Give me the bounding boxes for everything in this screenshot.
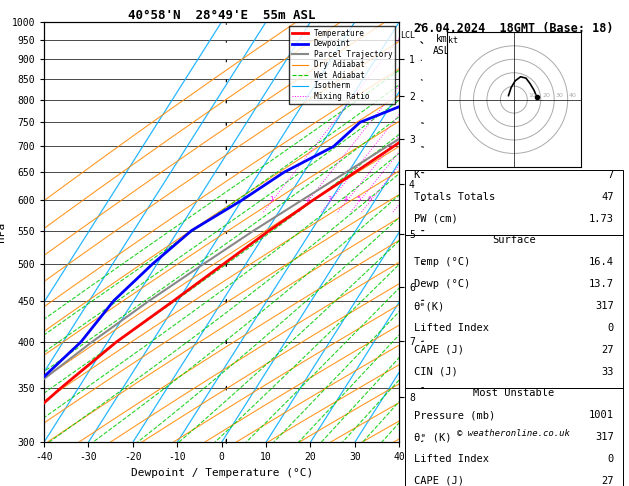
Text: K: K [414, 170, 420, 180]
Title: 40°58'N  28°49'E  55m ASL: 40°58'N 28°49'E 55m ASL [128, 9, 315, 22]
Text: 27: 27 [601, 476, 614, 486]
Text: 1: 1 [269, 196, 274, 202]
Y-axis label: hPa: hPa [0, 222, 6, 242]
Text: 0: 0 [608, 323, 614, 333]
Text: 47: 47 [601, 191, 614, 202]
Text: 13.7: 13.7 [589, 279, 614, 289]
Text: 317: 317 [595, 301, 614, 311]
Text: 0: 0 [608, 454, 614, 464]
Text: 33: 33 [601, 366, 614, 377]
Text: Totals Totals: Totals Totals [414, 191, 495, 202]
Legend: Temperature, Dewpoint, Parcel Trajectory, Dry Adiabat, Wet Adiabat, Isotherm, Mi: Temperature, Dewpoint, Parcel Trajectory… [289, 26, 396, 104]
Text: Temp (°C): Temp (°C) [414, 257, 470, 267]
Text: Pressure (mb): Pressure (mb) [414, 410, 495, 420]
X-axis label: Dewpoint / Temperature (°C): Dewpoint / Temperature (°C) [131, 468, 313, 478]
Text: 5: 5 [357, 196, 361, 202]
Text: 3: 3 [327, 196, 331, 202]
Text: CAPE (J): CAPE (J) [414, 345, 464, 355]
Text: 27: 27 [601, 345, 614, 355]
Text: θᵉ(K): θᵉ(K) [414, 301, 445, 311]
Text: Lifted Index: Lifted Index [414, 454, 489, 464]
Text: 7: 7 [608, 170, 614, 180]
Text: 317: 317 [595, 432, 614, 442]
Text: 26.04.2024  18GMT (Base: 18): 26.04.2024 18GMT (Base: 18) [414, 22, 614, 35]
Text: PW (cm): PW (cm) [414, 213, 457, 224]
Text: Dewp (°C): Dewp (°C) [414, 279, 470, 289]
Text: 1.73: 1.73 [589, 213, 614, 224]
Text: 4: 4 [343, 196, 348, 202]
Text: © weatheronline.co.uk: © weatheronline.co.uk [457, 429, 571, 438]
Text: 2: 2 [305, 196, 309, 202]
Text: 6: 6 [367, 196, 372, 202]
Text: CAPE (J): CAPE (J) [414, 476, 464, 486]
Text: Lifted Index: Lifted Index [414, 323, 489, 333]
Y-axis label: km
ASL: km ASL [433, 35, 451, 56]
Text: θᵉ (K): θᵉ (K) [414, 432, 451, 442]
Text: 1001: 1001 [589, 410, 614, 420]
Text: 16.4: 16.4 [589, 257, 614, 267]
Text: LCL: LCL [401, 31, 416, 40]
Text: Most Unstable: Most Unstable [473, 388, 555, 399]
Text: Surface: Surface [492, 235, 536, 245]
Text: CIN (J): CIN (J) [414, 366, 457, 377]
